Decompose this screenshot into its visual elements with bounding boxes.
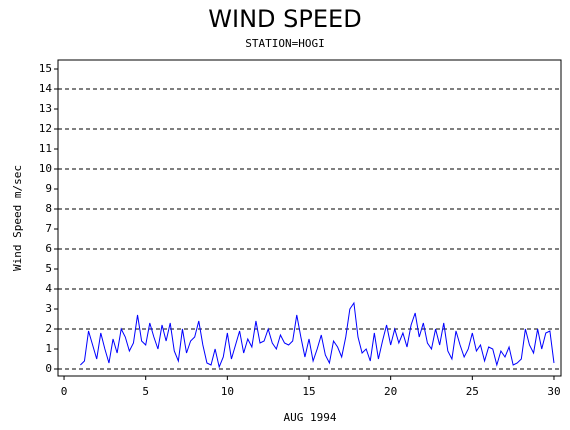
chart-title: WIND SPEED (208, 5, 361, 33)
y-tick-label: 12 (39, 122, 52, 135)
y-tick-label: 1 (45, 342, 52, 355)
y-tick-label: 14 (39, 82, 53, 95)
data-line (80, 301, 555, 369)
y-tick-label: 3 (45, 302, 52, 315)
x-axis-label: AUG 1994 (284, 411, 337, 424)
y-tick-label: 13 (39, 102, 52, 115)
y-tick-label: 4 (45, 282, 52, 295)
y-tick-label: 8 (45, 202, 52, 215)
y-tick-label: 6 (45, 242, 52, 255)
y-tick-label: 7 (45, 222, 52, 235)
x-tick-label: 25 (466, 385, 479, 398)
x-tick-label: 15 (302, 385, 315, 398)
x-tick-label: 5 (142, 385, 149, 398)
x-tick-label: 20 (384, 385, 397, 398)
y-tick-label: 15 (39, 62, 52, 75)
x-tick-label: 0 (61, 385, 68, 398)
y-tick-label: 9 (45, 182, 52, 195)
y-tick-label: 11 (39, 142, 52, 155)
x-tick-label: 10 (221, 385, 234, 398)
chart-subtitle: STATION=HOGI (245, 37, 324, 50)
y-tick-label: 2 (45, 322, 52, 335)
y-tick-label: 10 (39, 162, 52, 175)
y-tick-label: 0 (45, 362, 52, 375)
x-tick-label: 30 (547, 385, 560, 398)
y-axis-label: Wind Speed m/sec (11, 165, 24, 271)
y-tick-label: 5 (45, 262, 52, 275)
